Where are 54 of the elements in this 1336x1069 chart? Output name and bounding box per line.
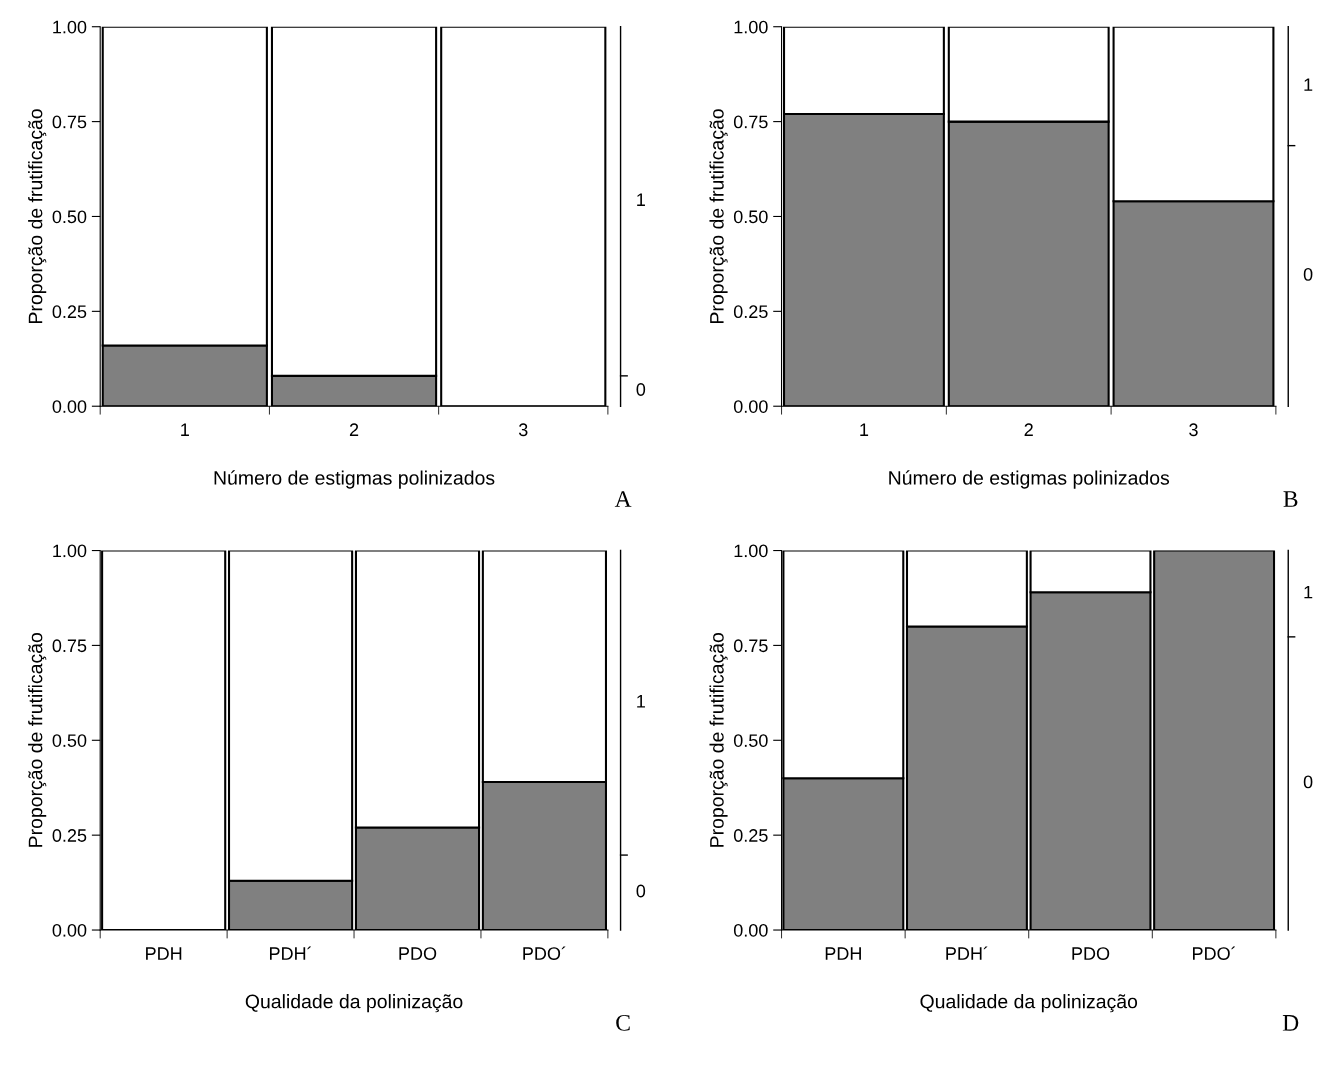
y-tick-label: 0.25 — [733, 305, 768, 319]
x-tick-label: PDO´ — [1193, 946, 1236, 960]
x-tick-label: 2 — [1024, 423, 1033, 436]
y-tick-label: 0.50 — [52, 210, 87, 224]
x-axis-title: Qualidade da polinização — [920, 994, 1138, 1013]
text: 0 — [1303, 267, 1313, 281]
x-tick-label: PDH´ — [269, 946, 312, 960]
x-axis-title: Número de estigmas polinizados — [214, 470, 495, 489]
y-tick-label: 1.00 — [53, 544, 87, 558]
x-tick-label: PDO — [1072, 947, 1110, 960]
y-axis-title: Proporção de frutificação — [709, 109, 728, 323]
y-tick-label: 0.00 — [733, 923, 768, 937]
y-tick-label: 0.50 — [733, 210, 768, 224]
x-tick-label: 2 — [349, 423, 359, 436]
text: B — [1283, 491, 1298, 507]
x-tick-label: PDH — [825, 947, 861, 960]
x-tick-label: 1 — [860, 423, 869, 436]
y-tick-label: 0.00 — [52, 923, 87, 937]
x-axis-title: Qualidade da polinização — [245, 994, 463, 1013]
x-axis-title: Número de estigmas polinizados — [889, 470, 1170, 489]
y-tick-label: 0.00 — [52, 400, 87, 413]
y-tick-label: 1.00 — [734, 544, 768, 558]
y-axis-title: Proporção de frutificação — [28, 633, 47, 847]
text: 0 — [636, 383, 646, 396]
x-tick-label: 3 — [1189, 423, 1198, 437]
x-tick-label: 3 — [518, 423, 528, 437]
x-tick-label: PDH´ — [946, 946, 988, 960]
y-tick-label: 1.00 — [734, 20, 768, 34]
y-tick-label: 0.75 — [52, 115, 87, 129]
y-axis-title: Proporção de frutificação — [709, 633, 728, 847]
text: 1 — [637, 695, 645, 708]
text: A — [614, 491, 632, 507]
y-tick-label: 0.75 — [733, 115, 768, 129]
y-tick-label: 0.75 — [52, 639, 87, 653]
y-tick-label: 0.50 — [733, 734, 768, 747]
text: 1 — [637, 193, 645, 206]
y-tick-label: 0.75 — [733, 639, 768, 653]
x-tick-label: 1 — [181, 423, 189, 436]
text: D — [1282, 1015, 1299, 1031]
text: 1 — [1304, 585, 1313, 599]
x-tick-label: PDO´ — [523, 946, 566, 960]
y-tick-label: 0.25 — [52, 829, 87, 842]
text: C — [616, 1014, 630, 1031]
text: 0 — [1303, 775, 1313, 789]
y-tick-label: 0.00 — [733, 400, 768, 413]
y-tick-label: 0.25 — [733, 829, 768, 842]
y-tick-label: 1.00 — [53, 20, 87, 34]
y-tick-label: 0.25 — [52, 305, 87, 319]
y-tick-label: 0.50 — [52, 734, 87, 747]
x-tick-label: PDO — [399, 947, 437, 960]
text: 0 — [636, 884, 646, 898]
text: 1 — [1304, 78, 1313, 91]
x-tick-label: PDH — [146, 947, 182, 960]
y-axis-title: Proporção de frutificação — [28, 109, 47, 323]
